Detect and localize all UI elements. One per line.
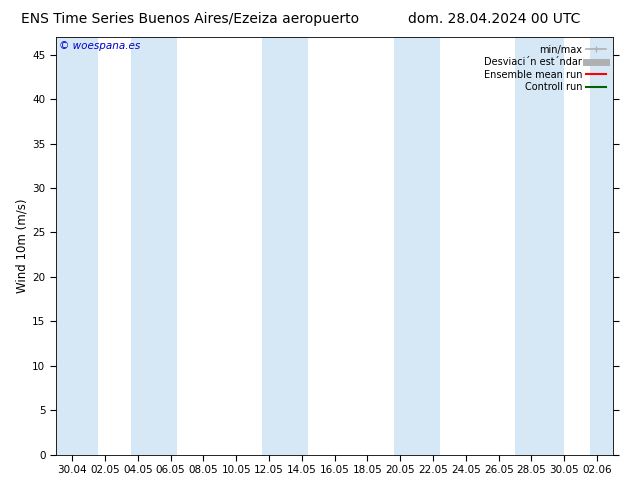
Bar (131, 37, 177, 455)
Text: ENS Time Series Buenos Aires/Ezeiza aeropuerto: ENS Time Series Buenos Aires/Ezeiza aero… (21, 12, 359, 26)
Bar (56, 37, 98, 455)
Bar (515, 37, 564, 455)
Bar (262, 37, 308, 455)
Legend: min/max, Desviaci´n est´ndar, Ensemble mean run, Controll run: min/max, Desviaci´n est´ndar, Ensemble m… (481, 42, 609, 95)
Text: © woespana.es: © woespana.es (58, 41, 140, 51)
Text: dom. 28.04.2024 00 UTC: dom. 28.04.2024 00 UTC (408, 12, 581, 26)
Bar (590, 37, 614, 455)
Y-axis label: Wind 10m (m/s): Wind 10m (m/s) (15, 198, 28, 293)
Bar (394, 37, 439, 455)
